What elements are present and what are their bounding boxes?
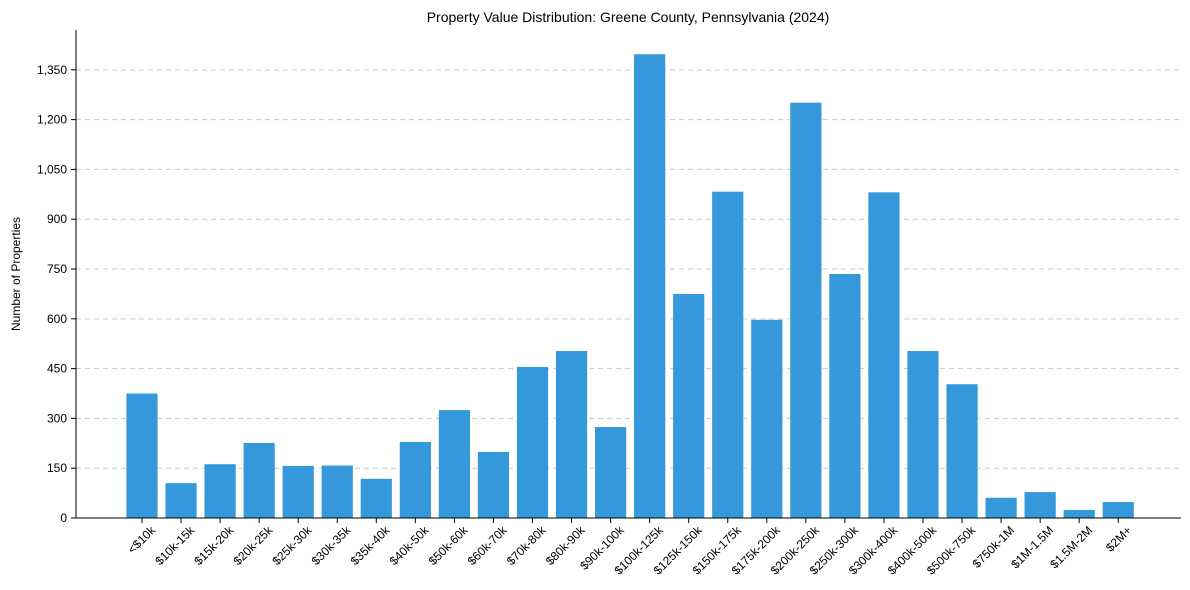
bar — [673, 293, 705, 518]
bar — [1024, 492, 1056, 518]
x-tick-label: $2M+ — [1103, 523, 1134, 554]
bar — [1063, 510, 1095, 518]
bar — [1102, 502, 1134, 518]
y-axis-ticks: 0 150 300 450 600 750 900 1,050 1,200 1,350 — [37, 63, 76, 525]
bars — [126, 54, 1134, 519]
y-tick-label: 0 — [60, 511, 67, 525]
x-tick-label: $20k-25k — [230, 523, 276, 569]
x-axis-ticks: <$10k$10k-15k$15k-20k$20k-25k$25k-30k$30… — [125, 518, 1134, 577]
y-tick-label: 150 — [47, 461, 67, 475]
bar — [165, 483, 197, 518]
y-tick-label: 1,200 — [37, 113, 67, 127]
y-axis-label: Number of Properties — [9, 217, 23, 331]
bar — [712, 191, 744, 518]
y-tick-label: 1,050 — [37, 162, 67, 176]
bar — [985, 497, 1017, 518]
bar — [907, 351, 939, 518]
bar — [555, 351, 588, 518]
x-tick-label: $35k-40k — [348, 523, 394, 569]
bar — [360, 478, 392, 518]
bar — [634, 54, 666, 519]
bar — [829, 274, 861, 518]
bar — [516, 366, 549, 518]
bar — [399, 441, 431, 518]
bar — [204, 464, 236, 518]
x-tick-label: $60k-70k — [465, 523, 511, 569]
bar — [946, 384, 978, 518]
bar — [243, 442, 275, 518]
bar — [126, 393, 158, 518]
y-tick-label: 300 — [47, 411, 67, 425]
chart-title: Property Value Distribution: Greene Coun… — [427, 9, 830, 25]
y-tick-label: 1,350 — [37, 63, 67, 77]
x-tick-label: $10k-15k — [152, 523, 198, 569]
x-tick-label: <$10k — [125, 523, 159, 557]
y-tick-label: 750 — [47, 262, 67, 276]
x-tick-label: $15k-20k — [191, 523, 237, 569]
x-tick-label: $70k-80k — [504, 523, 550, 569]
x-tick-label: $30k-35k — [309, 523, 355, 569]
x-tick-label: $25k-30k — [270, 523, 316, 569]
y-tick-label: 450 — [47, 362, 67, 376]
bar — [790, 102, 822, 519]
x-tick-label: $1.5M-2M — [1047, 523, 1095, 571]
bar — [477, 451, 510, 518]
gridlines — [76, 69, 1181, 469]
bar — [595, 427, 627, 518]
bar — [321, 465, 353, 518]
x-tick-label: $40k-50k — [387, 523, 433, 569]
y-tick-label: 900 — [47, 212, 67, 226]
bar — [438, 410, 470, 518]
bar — [868, 192, 900, 518]
bar — [751, 319, 783, 518]
x-tick-label: $50k-60k — [426, 523, 472, 569]
bar — [282, 465, 314, 518]
y-tick-label: 600 — [47, 312, 67, 326]
